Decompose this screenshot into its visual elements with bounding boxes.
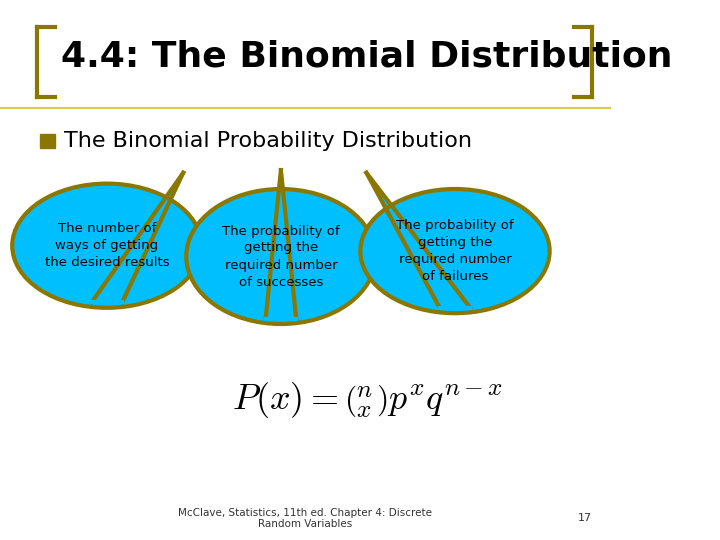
Text: The Binomial Probability Distribution: The Binomial Probability Distribution [64, 131, 472, 152]
Bar [40, 134, 55, 148]
Text: The probability of
getting the
required number
of successes: The probability of getting the required … [222, 225, 340, 288]
Text: The probability of
getting the
required number
of failures: The probability of getting the required … [396, 219, 514, 283]
Text: The number of
ways of getting
the desired results: The number of ways of getting the desire… [45, 222, 169, 269]
Ellipse shape [360, 189, 549, 313]
Polygon shape [366, 173, 470, 308]
Ellipse shape [12, 184, 202, 308]
Polygon shape [91, 173, 183, 302]
Polygon shape [266, 170, 296, 319]
Text: 17: 17 [578, 514, 593, 523]
Text: McClave, Statistics, 11th ed. Chapter 4: Discrete
Random Variables: McClave, Statistics, 11th ed. Chapter 4:… [179, 508, 432, 529]
Text: $P(x) = \binom{n}{x} p^x q^{n-x}$: $P(x) = \binom{n}{x} p^x q^{n-x}$ [232, 380, 503, 420]
Ellipse shape [186, 189, 376, 324]
Text: 4.4: The Binomial Distribution: 4.4: The Binomial Distribution [61, 40, 672, 73]
